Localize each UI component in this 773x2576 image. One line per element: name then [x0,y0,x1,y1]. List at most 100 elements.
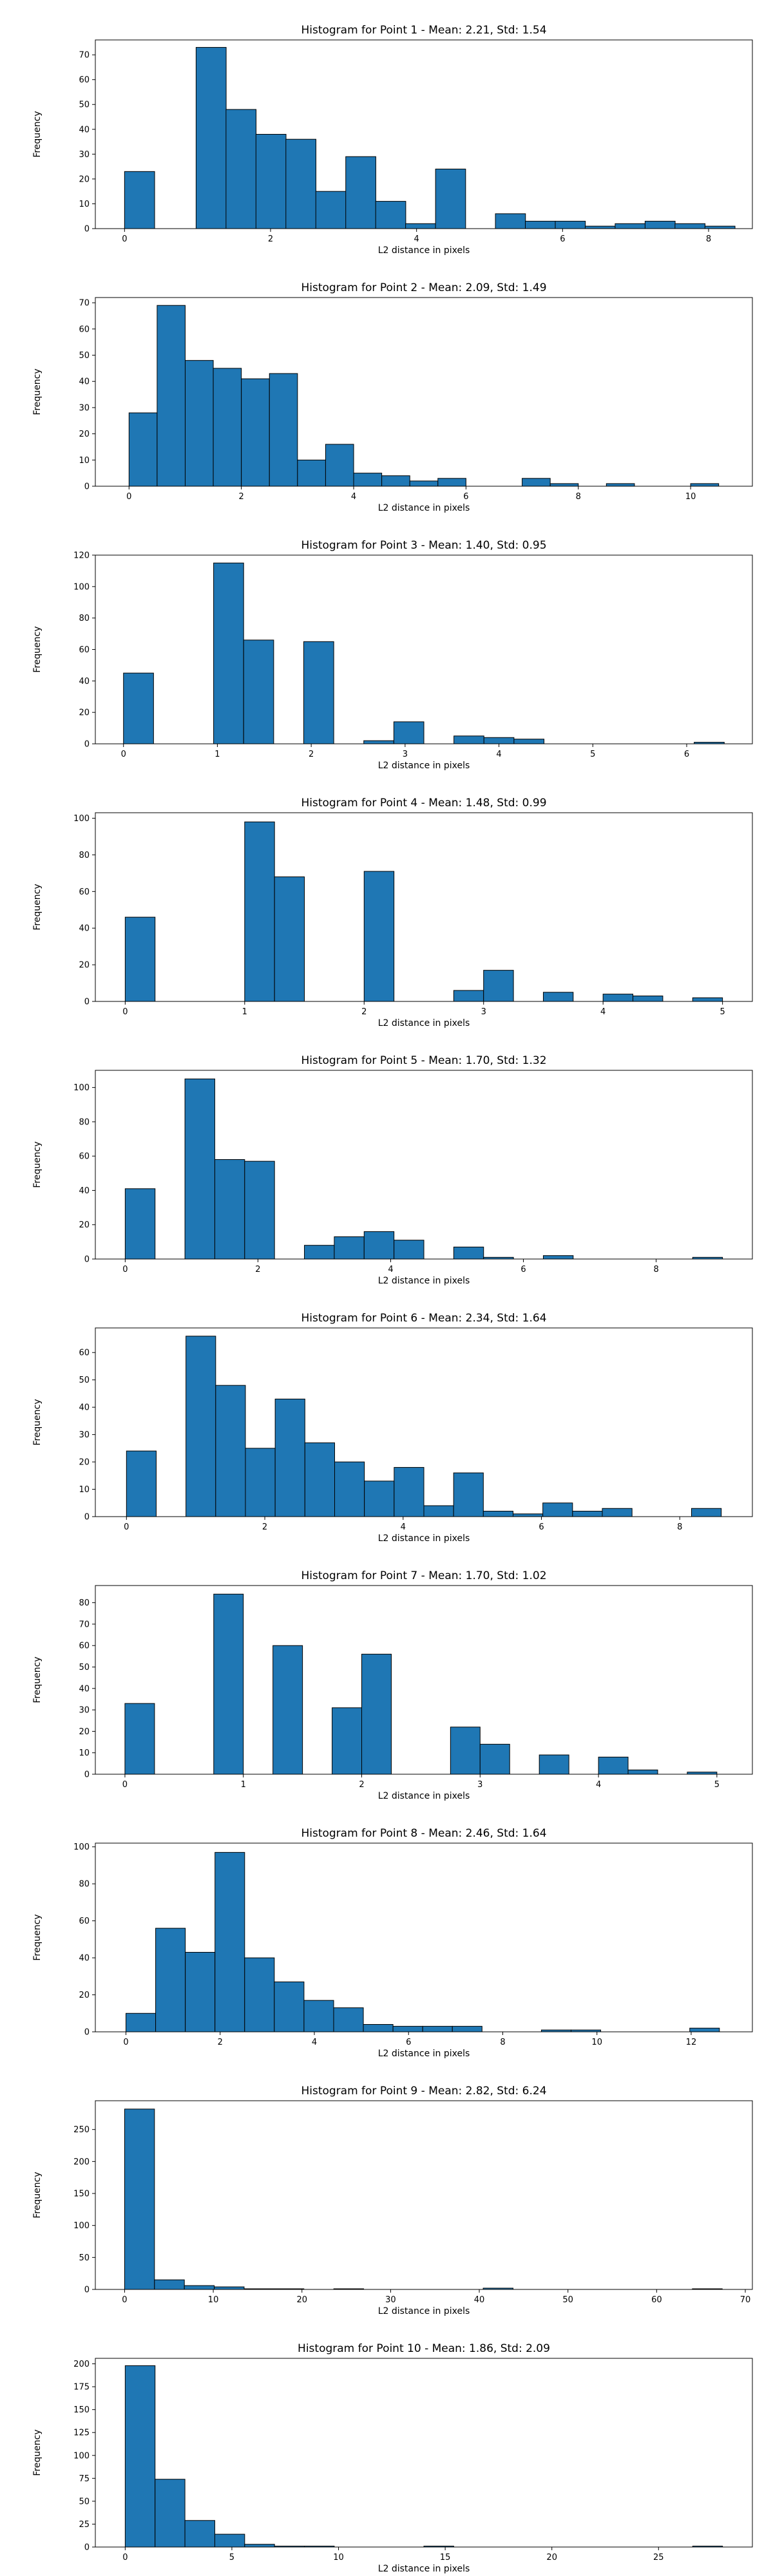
y-tick-label: 0 [84,1255,90,1265]
x-tick-label: 30 [385,2295,396,2305]
histogram-bar [450,1727,481,1775]
y-tick-label: 120 [73,551,90,561]
histogram-bar [213,1593,244,1775]
y-tick-label: 10 [79,1485,90,1495]
y-tick-label: 150 [73,2405,90,2415]
y-tick-label: 100 [73,814,90,824]
histogram-bar [381,475,410,487]
histogram-bar [241,378,270,487]
histogram-bar [274,1981,305,2032]
histogram-bar [124,916,156,1002]
y-tick-label: 30 [79,1706,90,1716]
x-tick-label: 25 [653,2553,664,2562]
x-tick-label: 40 [474,2295,485,2305]
histogram-bar [128,412,158,487]
x-tick-label: 12 [686,2038,697,2047]
histogram-bar [124,1703,155,1775]
y-tick-label: 50 [79,1663,90,1672]
histogram-chart-1: Histogram for Point 1 - Mean: 2.21, Std:… [32,24,753,256]
plot-frame [95,1585,753,1775]
plot-frame [95,2100,753,2290]
histogram-bar [606,483,635,487]
x-axis-label: L2 distance in pixels [378,761,470,771]
y-tick-label: 0 [84,482,90,492]
histogram-bar [479,1743,510,1775]
histogram-bar [363,740,394,744]
x-tick-label: 5 [714,1780,720,1790]
x-axis-label: L2 distance in pixels [378,2049,470,2059]
histogram-bar [244,1957,275,2032]
histogram-bar [453,1472,484,1517]
histogram-bar [244,1160,275,1260]
histogram-bar [274,1398,305,1517]
histogram-bar [542,1502,573,1517]
y-tick-label: 40 [79,924,90,934]
y-tick-label: 200 [73,2360,90,2369]
histogram-bar [674,223,706,229]
y-tick-label: 150 [73,2190,90,2199]
x-tick-label: 0 [121,750,126,759]
y-tick-label: 40 [79,1954,90,1964]
y-tick-label: 70 [79,299,90,308]
y-tick-label: 80 [79,1117,90,1127]
histogram-bar [315,191,347,229]
histogram-bar [195,47,227,229]
y-tick-label: 250 [73,2125,90,2135]
x-tick-label: 3 [403,750,408,759]
histogram-bar [452,2025,482,2032]
y-tick-label: 20 [79,430,90,439]
x-tick-label: 4 [496,750,501,759]
histogram-bar [303,641,334,744]
histogram-chart-2: Histogram for Point 2 - Mean: 2.09, Std:… [32,281,753,513]
x-tick-label: 6 [406,2038,411,2047]
y-tick-label: 30 [79,403,90,413]
y-tick-label: 100 [73,2221,90,2231]
histogram-bar [333,2007,364,2032]
histogram-bar [361,1654,392,1775]
histogram-bar [495,213,526,229]
x-tick-label: 2 [262,1522,267,1532]
histogram-bar [704,225,736,229]
y-tick-label: 50 [79,2253,90,2263]
x-tick-label: 0 [122,234,127,244]
y-tick-label: 80 [79,1598,90,1608]
histogram-bar [126,2012,157,2032]
y-axis-label: Frequency [32,1914,43,1960]
histogram-bar [184,1078,215,1260]
x-tick-label: 8 [500,2038,505,2047]
x-tick-label: 4 [388,1265,393,1274]
y-tick-label: 60 [79,887,90,897]
x-tick-label: 8 [576,492,581,502]
histogram-chart-6: Histogram for Point 6 - Mean: 2.34, Std:… [32,1312,753,1544]
y-tick-label: 60 [79,1917,90,1926]
chart-title: Histogram for Point 1 - Mean: 2.21, Std:… [301,24,546,37]
y-tick-label: 80 [79,851,90,860]
histogram-bar [124,171,155,229]
x-tick-label: 2 [268,234,273,244]
histogram-bar [215,1852,245,2032]
histogram-bar [124,1188,156,1260]
x-tick-label: 10 [333,2553,344,2562]
histogram-bar [453,990,484,1002]
histogram-bar [154,2279,185,2290]
x-tick-label: 2 [361,1007,367,1017]
histogram-bar [453,1246,484,1260]
y-tick-label: 20 [79,961,90,971]
histogram-bar [615,223,646,229]
plot-frame [95,39,753,229]
histogram-bar [269,373,298,487]
y-tick-label: 40 [79,1403,90,1413]
y-tick-label: 20 [79,175,90,184]
histogram-bar [186,1336,216,1517]
histogram-bar [255,134,287,229]
x-tick-label: 10 [685,492,696,502]
y-tick-label: 40 [79,125,90,135]
y-tick-label: 0 [84,740,90,750]
y-tick-label: 60 [79,325,90,334]
histogram-bar [244,821,275,1002]
y-tick-label: 0 [84,2286,90,2295]
x-axis-label: L2 distance in pixels [378,1791,470,1801]
x-tick-label: 20 [296,2295,307,2305]
histogram-bar [123,672,154,744]
histogram-bar [644,220,676,229]
